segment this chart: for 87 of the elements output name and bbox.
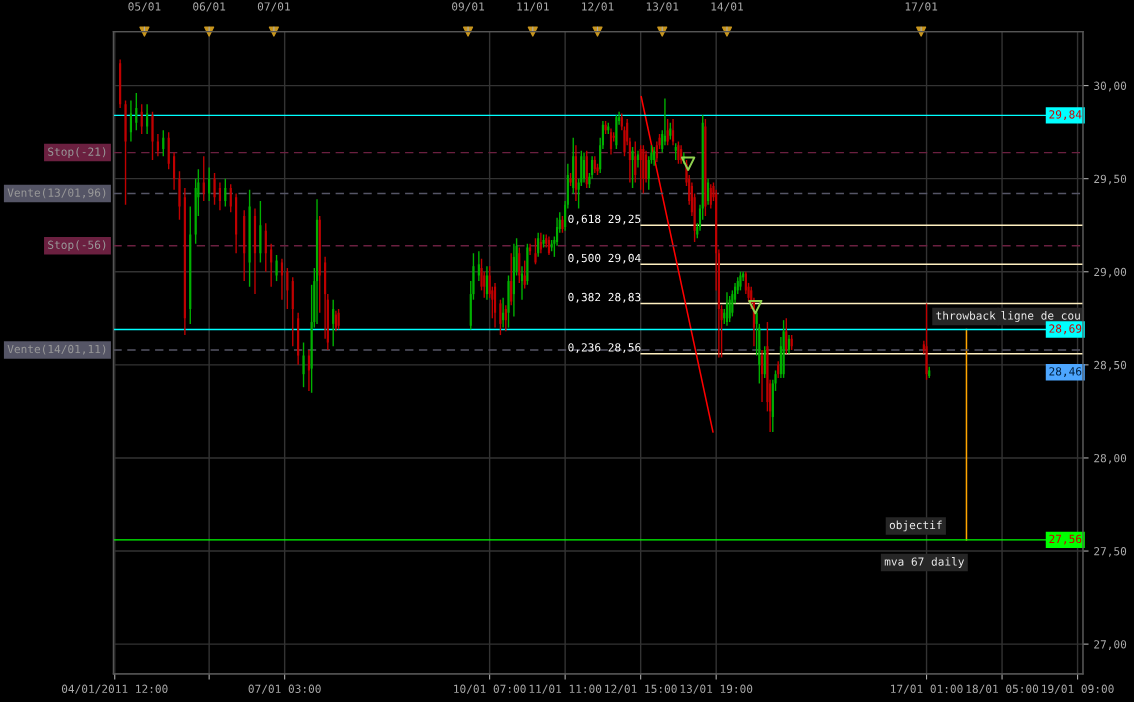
candlestick	[534, 237, 537, 266]
candlestick	[758, 323, 761, 385]
candlestick	[224, 177, 227, 208]
candlestick	[507, 274, 510, 329]
candlestick	[218, 181, 222, 212]
candlestick	[173, 151, 176, 191]
candlestick	[146, 103, 149, 135]
candlestick	[739, 271, 742, 292]
y-tick-label: 30,00	[1094, 81, 1127, 92]
x2-tick-label: 12/01	[582, 2, 614, 12]
candlestick	[709, 183, 712, 210]
candlestick	[477, 250, 480, 282]
candlestick	[270, 243, 273, 288]
x-tick-label: 04/01/2011 12:00	[61, 684, 168, 694]
candlestick	[499, 298, 502, 336]
candlestick	[248, 189, 251, 288]
y-tick-label: 27,50	[1094, 547, 1127, 557]
x2-tick-label: 11/01	[517, 2, 549, 12]
ref-line-label: 29,84	[1049, 110, 1082, 121]
annotation: 0,382 28,83	[568, 292, 641, 303]
candlestick	[280, 258, 284, 301]
candlestick	[337, 308, 340, 331]
ref-line-label: Stop(-56)	[48, 240, 106, 252]
annotation: 0,236 28,56	[568, 343, 641, 353]
candlestick	[135, 92, 138, 131]
candlestick	[208, 166, 211, 202]
x-tick-label: 11/01 11:00	[529, 684, 602, 694]
x2-tick-label: 17/01	[905, 2, 938, 12]
candlestick	[229, 183, 232, 213]
x-tick-label: 13/01 19:00	[680, 684, 753, 694]
y-tick-label: 29,50	[1094, 174, 1127, 185]
annotation: throwback	[936, 311, 996, 320]
candlestick	[129, 99, 133, 143]
x-tick-label: 10/01 07:00	[454, 684, 526, 694]
y-tick-label: 29,00	[1094, 267, 1127, 278]
x2-tick-label: 09/01	[452, 2, 485, 12]
candlestick	[178, 170, 181, 221]
candlestick	[162, 129, 165, 158]
x2-tick-label: 14/01	[711, 2, 743, 12]
x-tick-label: 12/01 15:00	[605, 684, 677, 694]
candlestick	[631, 146, 634, 189]
candlestick	[666, 118, 669, 146]
x2-tick-label: 05/01	[128, 2, 161, 12]
candlestick	[213, 172, 216, 206]
candlestick	[561, 215, 564, 234]
candlestick	[518, 246, 521, 284]
candlestick	[140, 103, 143, 135]
candlestick	[523, 259, 526, 290]
ref-line-label: 27,56	[1049, 534, 1082, 545]
candlestick	[332, 298, 335, 347]
candlestick	[704, 118, 707, 217]
y-tick-label: 28,00	[1094, 453, 1127, 464]
x-tick-label: 19/01 09:00	[1042, 684, 1114, 694]
annotation: 0,618 29,25	[568, 214, 641, 225]
ref-line-label: Vente(13/01,96)	[7, 188, 106, 199]
candlestick	[634, 140, 637, 184]
candlestick	[526, 243, 529, 286]
annotation: 28,46	[1049, 367, 1082, 377]
candlestick	[302, 341, 305, 388]
x2-tick-label: 06/01	[193, 2, 226, 12]
annotation: objectif	[889, 520, 942, 532]
candlestick	[639, 144, 642, 191]
ref-line-label: 28,69	[1049, 324, 1082, 335]
ref-line-label: Stop(-21)	[48, 147, 106, 159]
candlestick	[582, 151, 586, 184]
candlestick	[202, 155, 205, 202]
candlestick	[286, 267, 289, 310]
candlestick	[124, 99, 127, 206]
ref-line-label: Vente(14/01,11)	[7, 344, 106, 355]
x2-tick-label: 07/01	[257, 2, 290, 12]
annotation: ligne de cou	[1001, 311, 1080, 322]
candlestick	[156, 133, 159, 158]
y-tick-label: 28,50	[1094, 360, 1127, 371]
y-tick-label: 27,00	[1094, 640, 1127, 650]
annotation: 0,500 29,04	[568, 253, 641, 264]
candlestick	[275, 254, 278, 282]
x-tick-label: 07/01 03:00	[248, 684, 321, 694]
candlestick	[264, 222, 267, 273]
x2-tick-label: 13/01	[646, 2, 679, 12]
x-tick-label: 17/01 01:00	[891, 684, 963, 694]
candlestick	[151, 110, 154, 161]
candlestick	[259, 200, 262, 264]
annotation: mva 67 daily	[884, 557, 965, 568]
candlestick	[669, 122, 672, 141]
candlestick	[569, 172, 572, 187]
x-tick-label: 18/01 05:00	[966, 684, 1039, 694]
candlestick	[485, 265, 489, 301]
